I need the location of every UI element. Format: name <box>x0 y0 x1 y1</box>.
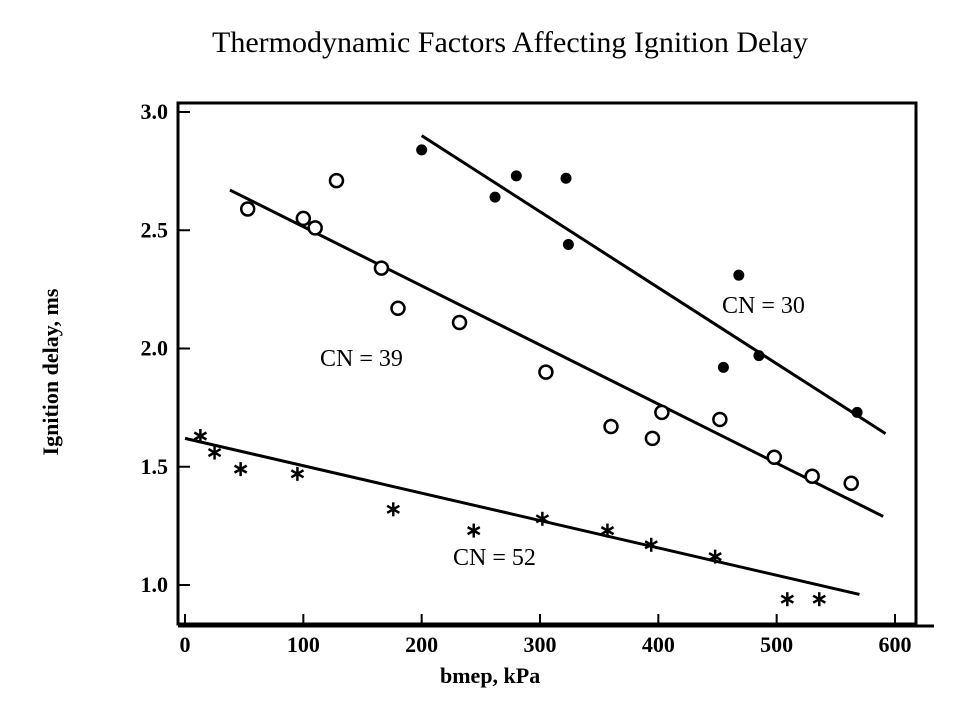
point-series-0-0 <box>416 144 428 156</box>
point-series-0-5 <box>717 361 729 373</box>
x-tick-label-3: 300 <box>524 632 557 657</box>
point-series-0-1 <box>489 191 501 203</box>
x-tick-label-1: 100 <box>287 632 320 657</box>
point-series-1-0 <box>239 201 256 217</box>
y-axis-label: Ignition delay, ms <box>38 288 63 455</box>
x-axis: 0 100 200 300 400 500 600 <box>180 614 912 657</box>
point-series-1-5 <box>390 300 406 317</box>
point-series-1-11 <box>712 411 728 428</box>
point-series-2-11-stroke-2 <box>812 594 826 604</box>
point-series-2-9-stroke-2 <box>708 552 722 562</box>
point-series-2-8-stroke-2 <box>644 540 658 550</box>
x-tick-label-5: 500 <box>760 632 793 657</box>
point-series-0-3 <box>560 172 572 184</box>
point-series-2-3 <box>290 466 305 481</box>
point-series-2-10 <box>780 592 795 607</box>
x-tick-label-0: 0 <box>180 632 191 657</box>
point-series-2-4 <box>386 502 400 517</box>
point-series-0-4 <box>562 238 574 250</box>
y-tick-label-1: 1.5 <box>141 454 169 479</box>
point-series-1-7 <box>538 364 554 380</box>
point-series-1-1 <box>295 210 312 227</box>
point-series-1-12 <box>766 449 783 466</box>
fit-lines <box>184 134 887 596</box>
point-series-2-11 <box>812 592 826 607</box>
data-points <box>193 144 863 607</box>
point-series-2-1-stroke-2 <box>207 447 222 458</box>
point-series-2-10-stroke-2 <box>780 594 795 604</box>
x-axis-label: bmep, kPa <box>440 663 540 688</box>
point-series-2-4-stroke-2 <box>386 504 400 514</box>
series-label-cn39: CN = 39 <box>320 346 403 372</box>
point-series-2-7-stroke-2 <box>600 526 615 536</box>
point-series-1-14 <box>843 475 859 492</box>
point-series-2-3-stroke-2 <box>290 469 305 479</box>
y-tick-label-0: 1.0 <box>141 572 169 597</box>
y-axis: 1.0 1.5 2.0 2.5 3.0 <box>141 99 190 597</box>
point-series-0-7 <box>753 350 765 362</box>
point-series-0-8 <box>851 406 863 418</box>
point-series-1-6 <box>451 314 468 331</box>
point-series-2-2-stroke-2 <box>233 464 248 474</box>
fit-line-series-0 <box>420 134 887 435</box>
point-series-2-9 <box>708 549 722 564</box>
y-tick-label-2: 2.0 <box>141 336 169 361</box>
point-series-1-9 <box>644 430 661 447</box>
point-series-1-10 <box>654 404 670 421</box>
point-series-2-6 <box>535 511 550 526</box>
x-tick-label-2: 200 <box>405 632 438 657</box>
point-series-2-5-stroke-2 <box>467 526 481 536</box>
point-series-2-6-stroke-2 <box>535 514 550 524</box>
y-tick-label-3: 2.5 <box>141 217 169 242</box>
point-series-2-0 <box>193 429 208 444</box>
point-series-1-13 <box>804 468 820 484</box>
series-label-cn30: CN = 30 <box>722 293 805 319</box>
point-series-1-8 <box>603 418 619 435</box>
point-series-2-5 <box>467 523 481 538</box>
point-series-2-0-stroke-2 <box>193 431 208 441</box>
point-series-2-7 <box>600 523 615 538</box>
point-series-0-2 <box>510 170 522 182</box>
page-title: Thermodynamic Factors Affecting Ignition… <box>212 26 808 59</box>
point-series-0-6 <box>733 269 745 281</box>
point-series-2-2 <box>233 462 248 477</box>
point-series-2-8 <box>644 537 658 552</box>
x-tick-label-4: 400 <box>642 632 675 657</box>
point-series-1-4 <box>373 260 390 276</box>
point-series-1-2 <box>307 220 323 236</box>
y-tick-label-4: 3.0 <box>141 99 169 124</box>
series-label-cn52: CN = 52 <box>453 545 536 571</box>
point-series-2-1 <box>207 445 222 460</box>
point-series-1-3 <box>328 172 345 189</box>
fit-line-series-2 <box>184 436 860 596</box>
plot-frame <box>176 101 918 626</box>
x-tick-label-6: 600 <box>879 632 912 657</box>
